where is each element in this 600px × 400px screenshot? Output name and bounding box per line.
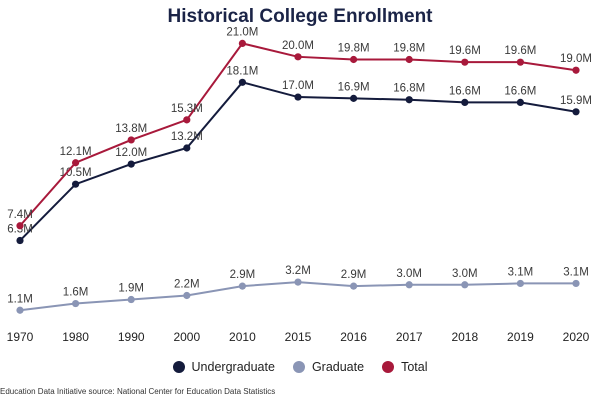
x-tick-label-2000: 2000 (173, 330, 200, 344)
data-point-graduate-2015 (294, 278, 302, 286)
x-tick-label-1970: 1970 (7, 330, 34, 344)
data-label-undergraduate-1990: 12.0M (115, 147, 147, 159)
data-point-graduate-2020 (572, 279, 580, 288)
data-point-total-2015 (294, 53, 302, 61)
legend: Undergraduate Graduate Total (0, 360, 600, 374)
series-line-graduate (19, 281, 576, 312)
data-point-undergraduate-2018 (461, 98, 469, 107)
legend-item-graduate: Graduate (292, 360, 365, 374)
data-point-graduate-2019 (516, 279, 525, 288)
data-point-undergraduate-2020 (572, 108, 580, 116)
line-chart: 1970 1980 1990 2000 2010 2015 2016 2017 2018 2019… (7, 26, 592, 344)
data-label-graduate-2000: 2.2M (174, 279, 200, 291)
legend-label-undergraduate: Undergraduate (191, 360, 275, 374)
data-label-graduate-1980: 1.6M (63, 287, 89, 299)
data-label-total-1980: 12.1M (60, 146, 92, 158)
legend-label-total: Total (401, 360, 428, 374)
data-point-total-2010 (238, 39, 246, 48)
data-label-graduate-2019: 3.1M (508, 266, 534, 278)
data-label-total-2020: 19.0M (560, 53, 592, 65)
data-label-total-2017: 19.8M (393, 43, 425, 55)
x-tick-label-2018: 2018 (451, 330, 478, 344)
legend-item-undergraduate: Undergraduate (172, 360, 275, 374)
data-point-total-2018 (461, 58, 469, 66)
data-label-total-2018: 19.6M (449, 45, 481, 57)
data-label-undergraduate-2020: 15.9M (560, 95, 592, 107)
data-point-total-1970 (16, 222, 24, 230)
data-point-total-2017 (405, 55, 413, 64)
data-point-undergraduate-2019 (516, 98, 525, 107)
data-point-undergraduate-1970 (16, 236, 24, 245)
data-label-total-2019: 19.6M (504, 45, 536, 57)
legend-swatch-undergraduate (172, 361, 185, 373)
data-point-total-2019 (516, 58, 525, 66)
data-point-total-2016 (350, 55, 358, 64)
series-line-total (19, 42, 577, 227)
data-point-graduate-1980 (72, 299, 80, 308)
data-label-undergraduate-2010: 18.1M (226, 65, 258, 77)
data-point-undergraduate-1990 (127, 160, 135, 168)
data-point-graduate-2017 (405, 281, 413, 289)
x-tick-label-1990: 1990 (118, 330, 145, 344)
data-label-undergraduate-2018: 16.6M (449, 85, 481, 97)
data-label-graduate-2020: 3.1M (563, 266, 589, 278)
data-label-total-2016: 19.8M (338, 43, 370, 55)
x-tick-label-2016: 2016 (340, 330, 367, 344)
data-label-undergraduate-1970: 6.3M (7, 224, 33, 236)
data-point-graduate-2018 (461, 281, 469, 289)
data-label-total-1990: 13.8M (115, 123, 147, 135)
data-point-graduate-1970 (16, 306, 24, 314)
data-label-graduate-1990: 1.9M (118, 283, 144, 295)
data-label-total-2000: 15.3M (171, 103, 203, 115)
x-tick-label-1980: 1980 (62, 330, 89, 344)
data-label-graduate-2016: 2.9M (341, 269, 367, 281)
legend-swatch-total (382, 361, 395, 373)
data-point-total-1990 (127, 136, 135, 144)
data-point-graduate-2016 (350, 282, 358, 290)
data-label-graduate-2017: 3.0M (396, 268, 422, 280)
source-note: Education Data Initiative source: Nation… (0, 387, 276, 396)
legend-swatch-graduate (292, 361, 305, 373)
data-label-undergraduate-2016: 16.9M (338, 81, 370, 93)
data-point-undergraduate-2015 (294, 93, 302, 101)
data-point-total-2000 (183, 116, 191, 124)
data-label-graduate-2018: 3.0M (452, 268, 478, 280)
data-label-graduate-2010: 2.9M (230, 269, 256, 281)
x-tick-label-2010: 2010 (229, 330, 256, 344)
data-label-total-2010: 21.0M (226, 26, 258, 38)
data-label-graduate-2015: 3.2M (285, 265, 311, 277)
data-point-undergraduate-2010 (238, 78, 246, 86)
data-point-graduate-1990 (127, 295, 135, 304)
data-point-undergraduate-1980 (72, 180, 80, 188)
series-line-undergraduate (19, 81, 577, 242)
data-point-undergraduate-2000 (183, 144, 191, 152)
x-tick-label-2017: 2017 (396, 330, 423, 344)
x-tick-label-2020: 2020 (563, 330, 590, 344)
data-label-undergraduate-1980: 10.5M (60, 167, 92, 179)
data-point-graduate-2010 (238, 282, 246, 290)
legend-label-graduate: Graduate (311, 360, 365, 374)
x-tick-label-2019: 2019 (507, 330, 534, 344)
data-label-undergraduate-2015: 17.0M (282, 80, 314, 92)
x-tick-label-2015: 2015 (285, 330, 312, 344)
legend-item-total: Total (382, 360, 427, 374)
data-point-undergraduate-2016 (350, 94, 358, 102)
data-label-total-2015: 20.0M (282, 40, 314, 52)
data-label-undergraduate-2017: 16.8M (393, 83, 425, 95)
data-point-total-2020 (572, 66, 580, 74)
data-point-graduate-2000 (183, 291, 191, 300)
data-label-undergraduate-2019: 16.6M (504, 85, 536, 97)
data-label-graduate-1970: 1.1M (7, 293, 33, 305)
data-point-undergraduate-2017 (405, 96, 413, 104)
data-label-undergraduate-2000: 13.2M (171, 131, 203, 143)
chart-title: Historical College Enrollment (167, 6, 433, 27)
data-label-total-1970: 7.4M (7, 209, 33, 221)
data-point-total-1980 (72, 159, 80, 167)
